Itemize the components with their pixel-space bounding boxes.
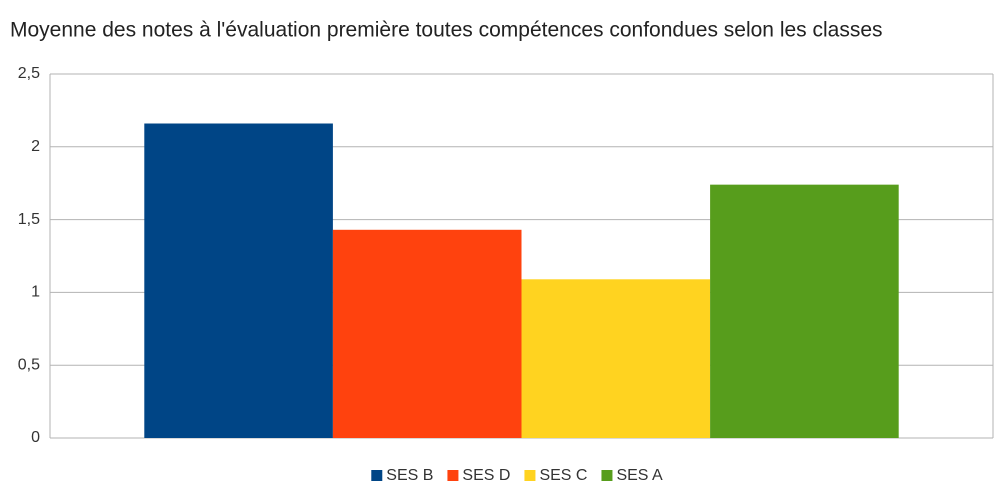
y-tick-label: 1	[31, 284, 40, 301]
y-tick-label: 2,5	[18, 65, 40, 82]
legend-label: SES A	[616, 467, 663, 483]
y-tick-label: 1,5	[18, 211, 40, 228]
legend-swatch	[447, 470, 459, 481]
legend-swatch	[371, 470, 383, 481]
legend-label: SES B	[386, 467, 433, 483]
y-tick-label: 0,5	[18, 356, 40, 373]
legend-swatch	[601, 470, 613, 481]
bar	[710, 184, 899, 438]
chart-title: Moyenne des notes à l'évaluation premièr…	[10, 19, 883, 42]
y-tick-label: 2	[31, 138, 40, 155]
legend-swatch	[524, 470, 536, 481]
legend-label: SES D	[462, 467, 510, 483]
bar	[332, 229, 522, 438]
bar	[144, 123, 333, 438]
y-tick-label: 0	[31, 429, 40, 446]
legend-label: SES C	[539, 467, 587, 483]
bar	[521, 279, 711, 438]
